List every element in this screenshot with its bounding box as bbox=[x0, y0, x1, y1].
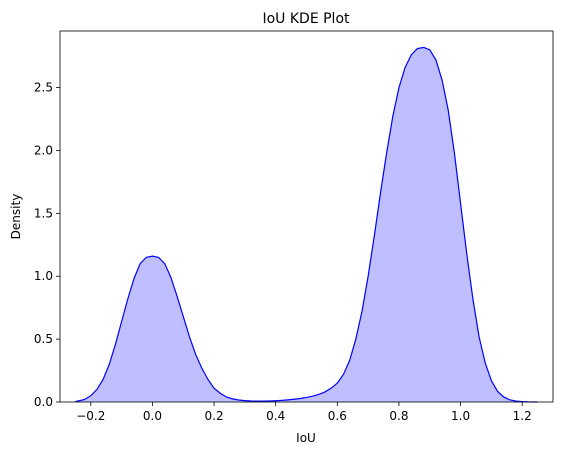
y-tick-label: 1.0 bbox=[34, 269, 53, 283]
x-tick-label: 0.0 bbox=[143, 409, 162, 423]
x-axis: −0.2 0.0 0.2 0.4 0.6 0.8 1.0 1.2 bbox=[76, 402, 532, 423]
x-tick-label: 0.8 bbox=[389, 409, 408, 423]
density-curve bbox=[75, 46, 538, 403]
y-tick-label: 0.0 bbox=[34, 395, 53, 409]
x-axis-label: IoU bbox=[296, 431, 316, 445]
y-tick-label: 0.5 bbox=[34, 332, 53, 346]
y-tick-label: 1.5 bbox=[34, 206, 53, 220]
x-tick-label: 0.4 bbox=[266, 409, 285, 423]
x-tick-label: 0.2 bbox=[205, 409, 224, 423]
x-tick-label: 1.2 bbox=[513, 409, 532, 423]
x-tick-label: −0.2 bbox=[76, 409, 105, 423]
plot-frame bbox=[59, 30, 554, 403]
density-area-fill bbox=[75, 47, 538, 402]
y-tick-label: 2.5 bbox=[34, 81, 53, 95]
y-axis: 0.0 0.5 1.0 1.5 2.0 2.5 bbox=[34, 81, 60, 409]
y-tick-label: 2.0 bbox=[34, 143, 53, 157]
chart-title: IoU KDE Plot bbox=[262, 11, 350, 27]
y-axis-label: Density bbox=[9, 194, 23, 240]
x-tick-label: 0.6 bbox=[328, 409, 347, 423]
x-tick-label: 1.0 bbox=[451, 409, 470, 423]
plot-area bbox=[75, 46, 538, 403]
